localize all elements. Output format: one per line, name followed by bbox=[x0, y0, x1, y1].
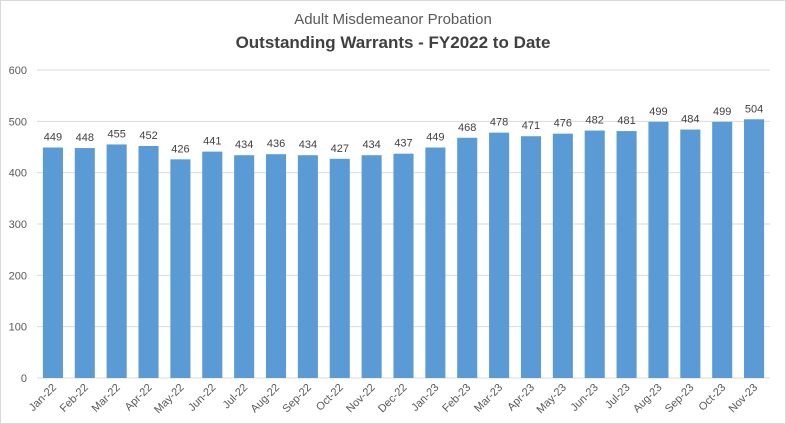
x-tick-label: May-22 bbox=[152, 382, 186, 416]
data-label: 482 bbox=[586, 115, 604, 127]
data-label: 455 bbox=[107, 128, 125, 140]
data-label: 478 bbox=[490, 117, 508, 129]
y-tick-label: 500 bbox=[9, 116, 27, 128]
bar bbox=[74, 148, 95, 378]
x-tick-label: Jan-23 bbox=[409, 382, 441, 414]
bar bbox=[265, 154, 287, 378]
bar bbox=[170, 159, 191, 378]
x-tick-label: Aug-23 bbox=[631, 382, 665, 416]
data-label: 448 bbox=[76, 132, 94, 144]
bar bbox=[744, 119, 765, 378]
data-label: 449 bbox=[426, 132, 444, 144]
x-tick-label: Mar-22 bbox=[90, 382, 123, 415]
bar bbox=[106, 144, 127, 378]
x-tick-label: Apr-23 bbox=[505, 382, 537, 414]
bar bbox=[329, 158, 350, 378]
y-tick-label: 600 bbox=[9, 65, 27, 77]
data-label: 481 bbox=[617, 115, 635, 127]
bar bbox=[552, 133, 573, 378]
data-label: 434 bbox=[299, 139, 317, 151]
bar bbox=[361, 155, 382, 378]
x-tick-label: Apr-22 bbox=[123, 382, 155, 414]
y-tick-label: 100 bbox=[9, 322, 27, 334]
bar bbox=[202, 151, 223, 378]
x-tick-label: Sep-22 bbox=[280, 382, 314, 416]
x-tick-label: Jun-23 bbox=[569, 382, 601, 414]
data-label: 427 bbox=[331, 143, 349, 155]
data-label: 476 bbox=[554, 118, 572, 130]
x-tick-label: Oct-23 bbox=[696, 382, 728, 414]
data-label: 468 bbox=[458, 122, 476, 134]
bar bbox=[138, 145, 159, 378]
bar bbox=[425, 147, 446, 378]
data-label: 434 bbox=[235, 139, 253, 151]
bar bbox=[42, 147, 63, 378]
chart-title: Outstanding Warrants - FY2022 to Date bbox=[235, 33, 551, 52]
x-tick-label: Oct-22 bbox=[314, 382, 346, 414]
x-tick-label: Jul-23 bbox=[603, 382, 633, 412]
y-tick-label: 400 bbox=[9, 168, 27, 180]
y-axis-ticks: 0 100 200 300 400 500 600 bbox=[9, 65, 27, 385]
data-label: 436 bbox=[267, 138, 285, 150]
bar bbox=[457, 137, 478, 378]
x-tick-label: Jun-22 bbox=[186, 382, 218, 414]
data-label: 449 bbox=[44, 132, 62, 144]
bar bbox=[393, 153, 414, 378]
data-label: 441 bbox=[203, 136, 221, 148]
data-label: 484 bbox=[681, 114, 699, 126]
y-tick-label: 300 bbox=[9, 219, 27, 231]
bar bbox=[712, 121, 733, 378]
x-tick-label: Aug-22 bbox=[249, 382, 283, 416]
data-label: 499 bbox=[649, 106, 667, 118]
x-tick-label: May-23 bbox=[535, 382, 569, 416]
data-labels: 449 448 455 452 426 441 434 436 434 427 434 437 449 4… bbox=[44, 103, 763, 155]
data-label: 471 bbox=[522, 120, 540, 132]
y-tick-label: 200 bbox=[9, 270, 27, 282]
x-tick-label: Jan-22 bbox=[27, 382, 59, 414]
x-tick-label: Nov-22 bbox=[344, 382, 378, 416]
bars bbox=[42, 119, 765, 378]
x-tick-label: Feb-22 bbox=[58, 382, 91, 415]
x-tick-label: Mar-23 bbox=[472, 382, 505, 415]
x-tick-label: Sep-23 bbox=[663, 382, 697, 416]
data-label: 426 bbox=[171, 143, 189, 155]
data-label: 452 bbox=[139, 130, 157, 142]
bar bbox=[680, 129, 701, 378]
bar bbox=[648, 121, 669, 378]
bar bbox=[489, 132, 510, 378]
data-label: 499 bbox=[713, 106, 731, 118]
x-tick-label: Feb-23 bbox=[440, 382, 473, 415]
chart-subtitle: Adult Misdemeanor Probation bbox=[294, 11, 492, 28]
data-label: 504 bbox=[745, 103, 763, 115]
bar bbox=[234, 155, 255, 378]
bar bbox=[584, 130, 605, 378]
bar bbox=[297, 155, 318, 378]
bar bbox=[616, 131, 637, 378]
bar bbox=[520, 136, 542, 378]
x-tick-label: Nov-23 bbox=[727, 382, 761, 416]
x-tick-label: Jul-22 bbox=[221, 382, 251, 412]
data-label: 434 bbox=[362, 139, 380, 151]
data-label: 437 bbox=[394, 138, 412, 150]
y-tick-label: 0 bbox=[21, 373, 27, 385]
x-tick-label: Dec-22 bbox=[376, 382, 410, 416]
